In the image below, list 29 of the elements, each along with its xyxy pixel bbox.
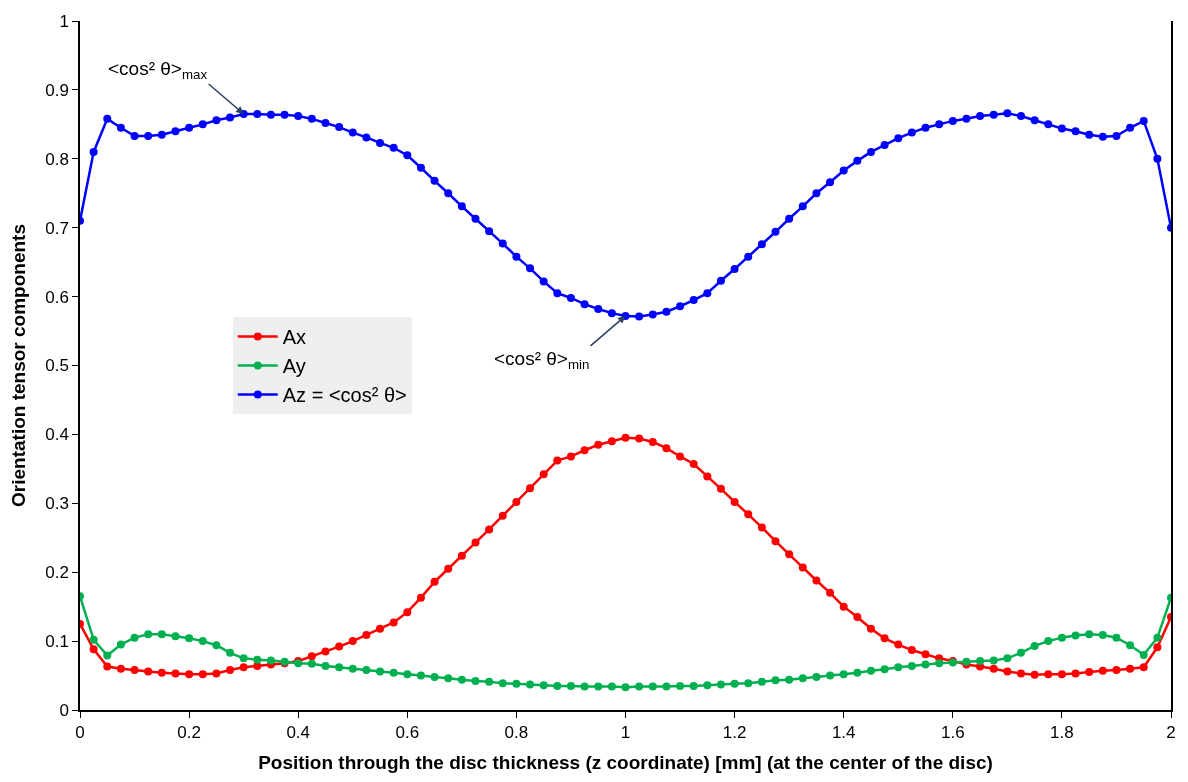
y-tick-label: 0.7 bbox=[45, 218, 69, 238]
legend-label: Ay bbox=[282, 355, 306, 378]
x-tick-label: 0.6 bbox=[395, 723, 420, 743]
y-tick-label: 0.6 bbox=[45, 287, 69, 307]
y-tick-label: 0.1 bbox=[45, 632, 69, 652]
y-tick-label: 1 bbox=[59, 11, 69, 31]
annotation: <cos² θ>$_{min}$ bbox=[494, 348, 590, 372]
x-tick-label: 1.6 bbox=[940, 723, 965, 743]
x-axis-title: Position through the disc thickness (z coordinate) [mm] (at the center of the disc) bbox=[258, 752, 993, 774]
x-tick-label: 1.8 bbox=[1050, 723, 1074, 743]
x-tick-label: 1.4 bbox=[831, 723, 856, 743]
x-tick-label: 0 bbox=[75, 723, 85, 743]
y-axis-title: Orientation tensor components bbox=[7, 224, 29, 507]
x-tick-label: 2 bbox=[1166, 723, 1176, 743]
x-tick-label: 0.2 bbox=[177, 723, 201, 743]
legend-label: Az = <cos² θ> bbox=[282, 384, 407, 407]
y-tick-label: 0.2 bbox=[45, 563, 69, 583]
x-tick-label: 0.8 bbox=[504, 723, 529, 743]
annotation: <cos² θ>$_{max}$ bbox=[108, 58, 208, 82]
x-tick-label: 0.4 bbox=[286, 723, 311, 743]
x-tick-label: 1.2 bbox=[722, 723, 747, 743]
y-tick-label: 0.4 bbox=[45, 425, 69, 445]
y-tick-label: 0.3 bbox=[45, 494, 69, 514]
x-tick-label: 1 bbox=[620, 723, 631, 743]
y-tick-label: 0 bbox=[59, 700, 69, 720]
y-tick-label: 0.8 bbox=[45, 149, 69, 169]
legend-label: Ax bbox=[282, 326, 307, 349]
y-tick-label: 0.9 bbox=[45, 80, 69, 100]
y-tick-label: 0.5 bbox=[45, 356, 69, 376]
